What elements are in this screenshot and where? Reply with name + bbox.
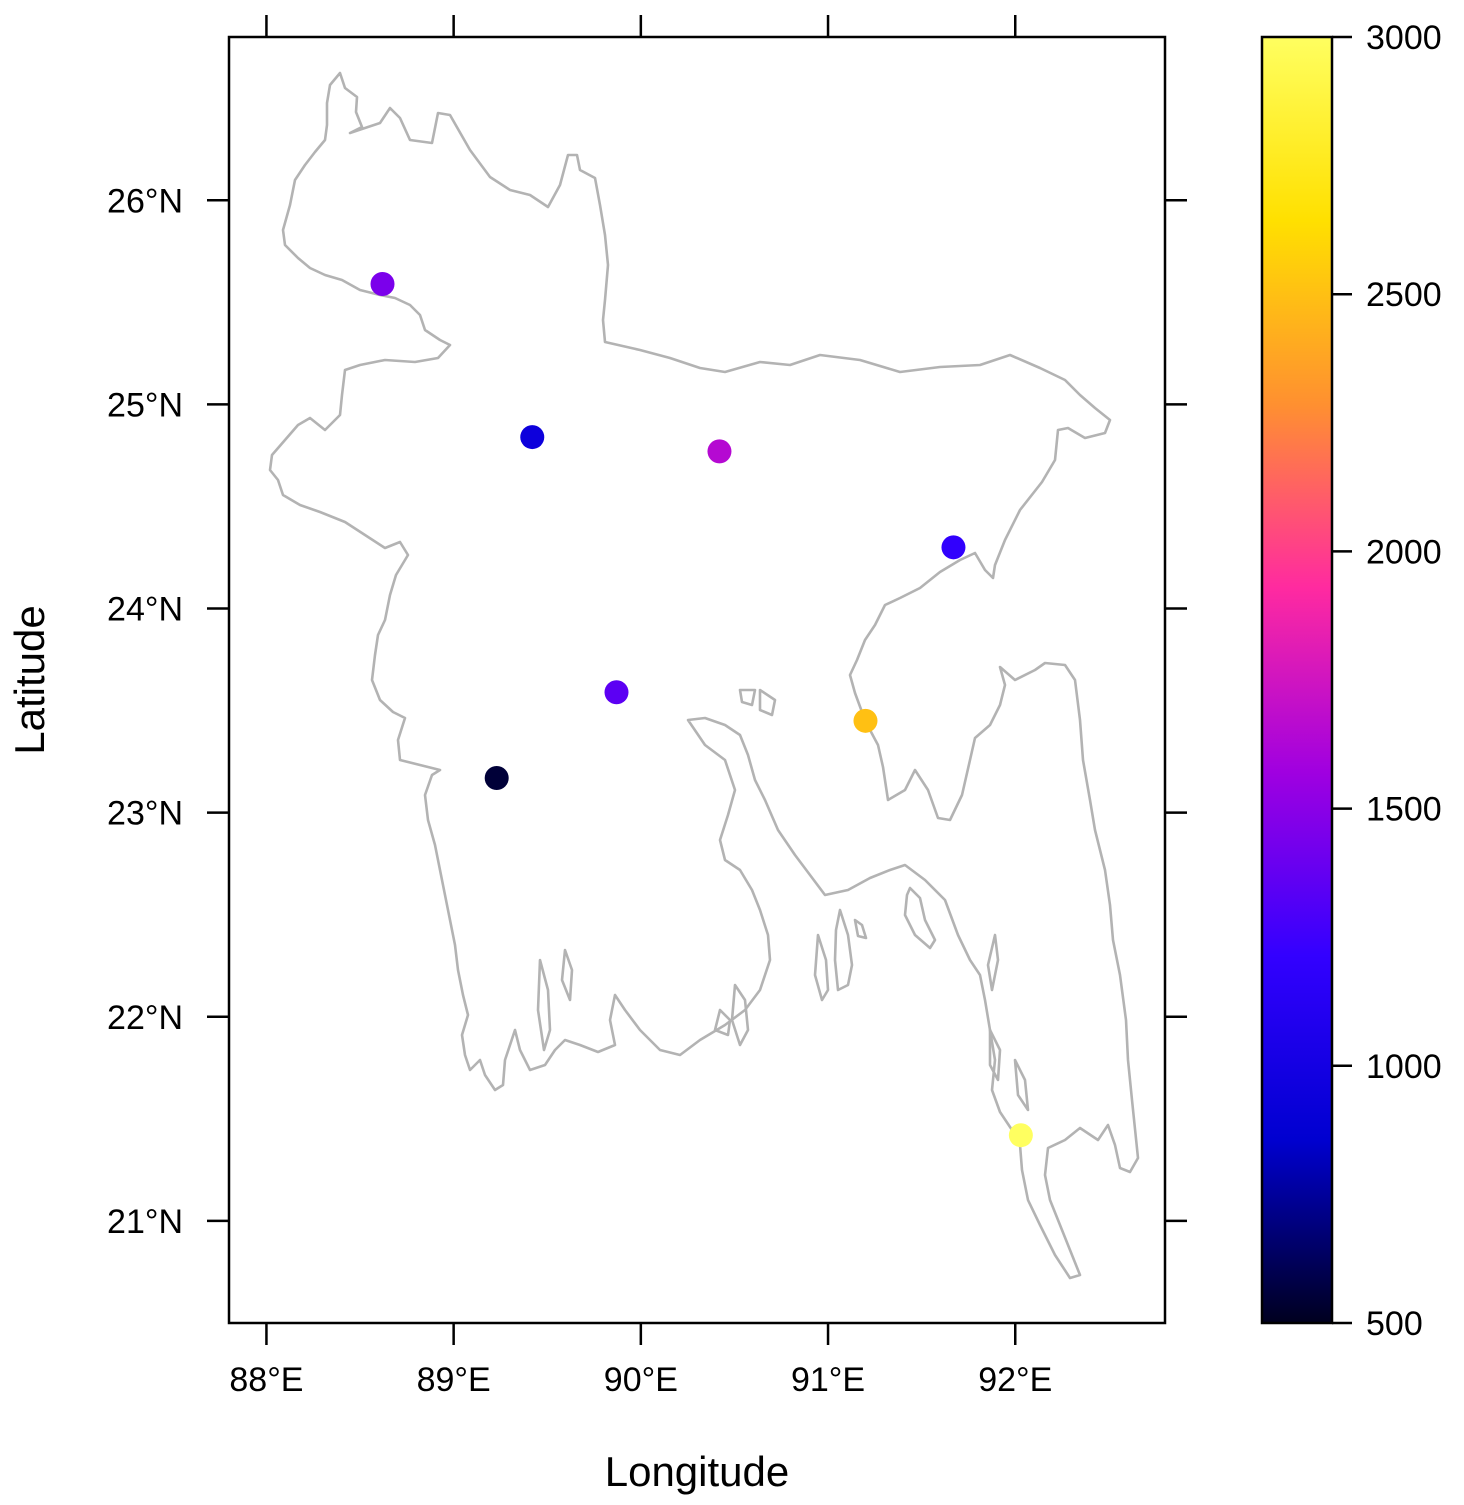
x-tick-label-3: 90°E — [604, 1361, 678, 1399]
station-points — [370, 271, 1033, 1148]
x-tick-label-2: 89°E — [417, 1361, 491, 1399]
station-point-7 — [853, 708, 878, 733]
colorbar: 500 1000 1500 2000 2500 3000 — [1260, 19, 1442, 1343]
boundary-island-13 — [738, 688, 757, 707]
colorbar-tick-label-4: 2000 — [1366, 533, 1442, 571]
station-point-3 — [707, 439, 732, 464]
boundary-mainland — [268, 71, 1140, 1280]
boundary-island-8 — [988, 1028, 1002, 1082]
y-tick-label-1: 21°N — [107, 1203, 183, 1241]
boundary-island-10 — [536, 958, 552, 1052]
x-tick-label-4: 91°E — [791, 1361, 865, 1399]
boundary-island-7 — [986, 933, 1000, 992]
y-axis-title: Latitude — [6, 605, 53, 754]
y-tick-label-5: 25°N — [107, 386, 183, 424]
y-tick-label-3: 23°N — [107, 795, 183, 833]
colorbar-tick-label-1: 500 — [1366, 1305, 1423, 1343]
station-point-1 — [370, 271, 395, 296]
boundary-island-1 — [903, 886, 937, 950]
boundary-island-11 — [560, 948, 574, 1002]
station-point-2 — [520, 425, 545, 450]
station-point-5 — [604, 680, 629, 705]
y-tick-label-6: 26°N — [107, 182, 183, 220]
boundary-island-12 — [758, 688, 777, 717]
plot-frame — [227, 35, 1167, 1325]
boundary-island-4 — [813, 933, 830, 1002]
colorbar-tick-label-5: 2500 — [1366, 276, 1442, 314]
station-point-6 — [484, 765, 509, 790]
colorbar-tick-label-2: 1000 — [1366, 1048, 1442, 1086]
x-axis: 88°E 89°E 90°E 91°E 92°E — [229, 15, 1052, 1399]
x-axis-title: Longitude — [605, 1448, 790, 1495]
x-tick-label-1: 88°E — [229, 1361, 303, 1399]
boundary-island-2 — [853, 918, 868, 940]
y-tick-label-2: 22°N — [107, 999, 183, 1037]
station-point-4 — [941, 535, 966, 560]
boundary-island-3 — [833, 908, 854, 992]
colorbar-tick-label-3: 1500 — [1366, 791, 1442, 829]
boundary-island-6 — [713, 1008, 732, 1037]
y-tick-label-4: 24°N — [107, 591, 183, 629]
x-tick-label-5: 92°E — [978, 1361, 1052, 1399]
colorbar-tick-label-6: 3000 — [1366, 19, 1442, 57]
y-axis: 21°N 22°N 23°N 24°N 25°N 26°N — [107, 182, 1187, 1241]
station-point-8 — [1008, 1123, 1033, 1148]
boundary-island-5 — [730, 983, 750, 1047]
country-boundary — [268, 71, 1140, 1280]
colorbar-gradient — [1260, 35, 1334, 1325]
boundary-island-9 — [1013, 1058, 1030, 1112]
